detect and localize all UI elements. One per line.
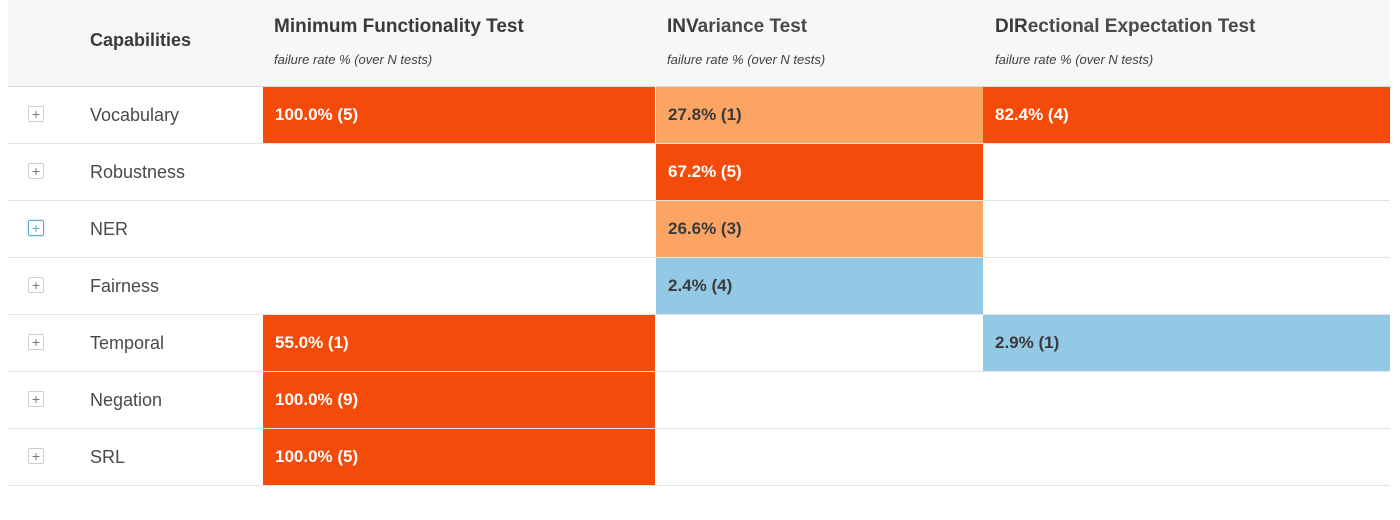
inv-failure-rate-cell: 2.4% (4): [656, 258, 983, 314]
capabilities-header: Capabilities: [90, 30, 192, 50]
plus-icon[interactable]: +: [28, 391, 44, 407]
dir-failure-rate-cell: 82.4% (4): [983, 87, 1390, 143]
inv-column-title: INVariance Test: [667, 16, 807, 38]
table-row: + Vocabulary 100.0% (5) 27.8% (1) 82.4% (4): [8, 87, 1390, 144]
dir-column-title: DIRectional Expectation Test: [995, 16, 1255, 38]
capability-name: Fairness: [90, 276, 160, 296]
mft-failure-rate-cell: 55.0% (1): [263, 315, 655, 371]
inv-acronym: INV: [667, 16, 698, 37]
table-row: + SRL 100.0% (5): [8, 429, 1390, 486]
dir-failure-rate-cell: 2.9% (1): [983, 315, 1390, 371]
capability-name: NER: [90, 219, 129, 239]
mft-failure-rate-cell: 100.0% (5): [263, 429, 655, 485]
inv-failure-rate-cell: 67.2% (5): [656, 144, 983, 200]
table-row: + Negation 100.0% (9): [8, 372, 1390, 429]
dir-acronym: DIR: [995, 16, 1028, 37]
capability-name: SRL: [90, 447, 126, 467]
dir-title-rest: ectional Expectation Test: [1027, 16, 1256, 37]
table-row: + Temporal 55.0% (1) 2.9% (1): [8, 315, 1390, 372]
mft-column-title: Minimum Functionality Test: [274, 16, 524, 37]
inv-failure-rate-cell: 27.8% (1): [656, 87, 983, 143]
mft-failure-rate-cell: 100.0% (5): [263, 87, 655, 143]
plus-icon[interactable]: +: [28, 334, 44, 350]
inv-column-subtitle: failure rate % (over N tests): [667, 52, 826, 67]
table-row: + NER 26.6% (3): [8, 201, 1390, 258]
capability-name: Negation: [90, 390, 163, 410]
table-row: + Robustness 67.2% (5): [8, 144, 1390, 201]
inv-title-rest: ariance Test: [697, 16, 808, 37]
capability-name: Temporal: [90, 333, 165, 353]
capability-name: Vocabulary: [90, 105, 180, 125]
plus-icon[interactable]: +: [28, 277, 44, 293]
inv-failure-rate-cell: 26.6% (3): [656, 201, 983, 257]
dir-column-subtitle: failure rate % (over N tests): [995, 52, 1154, 67]
plus-icon[interactable]: +: [28, 163, 44, 179]
table-row: + Fairness 2.4% (4): [8, 258, 1390, 315]
plus-icon[interactable]: +: [28, 106, 44, 122]
capabilities-table: Capabilities Minimum Functionality Test …: [8, 0, 1390, 486]
plus-icon[interactable]: +: [28, 448, 44, 464]
capability-name: Robustness: [90, 162, 186, 182]
mft-column-subtitle: failure rate % (over N tests): [274, 52, 433, 67]
mft-failure-rate-cell: 100.0% (9): [263, 372, 655, 428]
table-body: + Vocabulary 100.0% (5) 27.8% (1) 82.4% (4) +…: [8, 87, 1390, 486]
table-header: Capabilities Minimum Functionality Test …: [8, 0, 1390, 87]
plus-icon[interactable]: +: [28, 220, 44, 236]
